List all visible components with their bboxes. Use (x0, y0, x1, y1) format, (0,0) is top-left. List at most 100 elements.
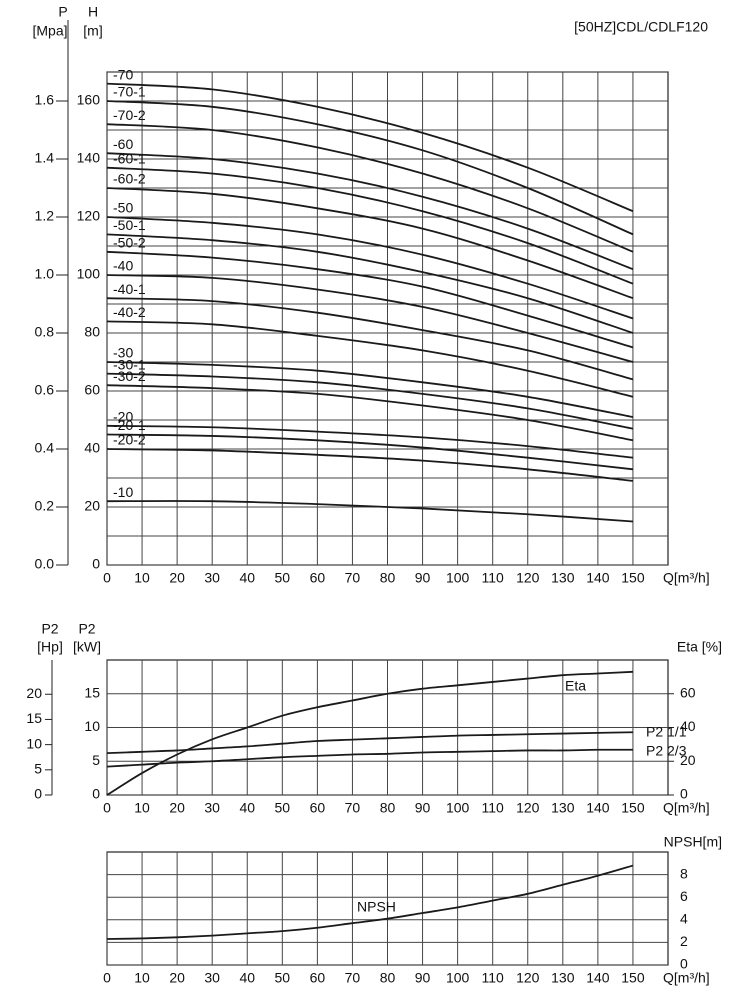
curve-label: Eta (565, 678, 586, 694)
y2-tick-label: 0.2 (35, 498, 55, 514)
curve (106, 250, 634, 349)
x-tick-label: 50 (275, 970, 291, 986)
x-tick-label: 0 (103, 800, 111, 816)
x-tick-label: 150 (621, 970, 645, 986)
axis-title: [Mpa] (32, 23, 67, 39)
x-tick-label: 20 (169, 570, 185, 586)
hp-tick-label: 15 (26, 710, 42, 726)
y-tick-label: 120 (77, 208, 101, 224)
curve-label: -50 (113, 200, 133, 216)
curve-label: -60-1 (113, 150, 146, 166)
curve (106, 320, 634, 398)
x-tick-label: 130 (551, 570, 575, 586)
x-tick-label: 110 (482, 800, 505, 816)
y-tick-label: 60 (84, 382, 100, 398)
curve-label: -70-2 (113, 107, 146, 123)
x-tick-label: 130 (551, 970, 575, 986)
curve-label: -40-1 (113, 281, 146, 297)
y-tick-label: 10 (84, 718, 100, 734)
curve (106, 274, 634, 363)
x-tick-label: 120 (516, 570, 540, 586)
curve-label: -40-2 (113, 304, 146, 320)
y2-tick-label: 0.6 (35, 382, 55, 398)
curve-label: NPSH (357, 899, 396, 915)
y2-tick-label: 2 (680, 933, 688, 949)
curve (106, 187, 634, 300)
curve-label: -30-2 (113, 368, 146, 384)
axis-title: Eta [%] (677, 639, 722, 655)
axis-title: [50HZ]CDL/CDLF120 (574, 19, 708, 35)
curve-label: -70 (113, 66, 133, 82)
axis-title: P (58, 4, 67, 20)
x-tick-label: 130 (551, 800, 575, 816)
y2-tick-label: 0.8 (35, 324, 55, 340)
y-tick-label: 0 (92, 786, 100, 802)
x-tick-label: 0 (103, 570, 111, 586)
curve-label: P2 1/1 (646, 724, 687, 740)
y2-tick-label: 0.0 (35, 556, 55, 572)
curve-label: -20-1 (113, 417, 146, 433)
y2-tick-label: 20 (680, 752, 696, 768)
curve (106, 152, 634, 271)
y-tick-label: 0 (92, 556, 100, 572)
x-tick-label: 120 (516, 970, 540, 986)
hp-tick-label: 10 (26, 735, 42, 751)
y2-tick-label: 1.0 (35, 266, 55, 282)
y2-tick-label: 40 (680, 718, 696, 734)
x-tick-label: 110 (482, 570, 505, 586)
x-tick-label: 120 (516, 800, 540, 816)
x-tick-label: 40 (239, 570, 255, 586)
y2-tick-label: 0 (680, 956, 688, 972)
x-tick-label: 80 (380, 800, 396, 816)
x-tick-label: 60 (310, 800, 326, 816)
x-axis-label: Q[m³/h] (663, 800, 710, 816)
x-tick-label: 50 (275, 570, 291, 586)
x-tick-label: 10 (134, 800, 150, 816)
curve (106, 448, 634, 482)
x-tick-label: 70 (345, 800, 361, 816)
y-tick-label: 140 (77, 150, 101, 166)
axis-title: NPSH[m] (664, 834, 722, 850)
x-tick-label: 30 (204, 970, 220, 986)
axis-title: P2 (78, 621, 95, 637)
axis-title: [Hp] (37, 639, 63, 655)
curve (106, 864, 634, 940)
x-tick-label: 140 (586, 570, 610, 586)
x-tick-label: 0 (103, 970, 111, 986)
curve (106, 748, 633, 768)
y2-tick-label: 60 (680, 684, 696, 700)
curve-label: -40 (113, 258, 133, 274)
curve (106, 384, 634, 442)
y2-tick-label: 0.4 (35, 440, 55, 456)
hp-tick-label: 5 (34, 761, 42, 777)
x-tick-label: 20 (169, 970, 185, 986)
x-tick-label: 90 (415, 570, 431, 586)
curve (106, 233, 634, 334)
y2-tick-label: 6 (680, 888, 688, 904)
curve (106, 123, 634, 253)
x-tick-label: 90 (415, 970, 431, 986)
hp-tick-label: 0 (34, 786, 42, 802)
curve (106, 670, 633, 796)
curve-label: -30 (113, 345, 133, 361)
curve-label: -60 (113, 136, 133, 152)
y-tick-label: 5 (92, 752, 100, 768)
curve (106, 100, 634, 236)
curve (106, 216, 634, 320)
x-tick-label: 50 (275, 800, 291, 816)
x-tick-label: 70 (345, 970, 361, 986)
y2-tick-label: 0 (680, 786, 688, 802)
curve-label: -10 (113, 484, 133, 500)
x-tick-label: 30 (204, 800, 220, 816)
curve-label: -20 (113, 409, 133, 425)
x-axis-label: Q[m³/h] (663, 970, 710, 986)
curve (106, 372, 634, 430)
curve (106, 297, 634, 381)
x-tick-label: 60 (310, 970, 326, 986)
y-tick-label: 160 (77, 92, 101, 108)
curve-label: -30-1 (113, 356, 146, 372)
x-tick-label: 30 (204, 570, 220, 586)
axis-title: [m] (83, 23, 102, 39)
y-tick-label: 20 (84, 498, 100, 514)
